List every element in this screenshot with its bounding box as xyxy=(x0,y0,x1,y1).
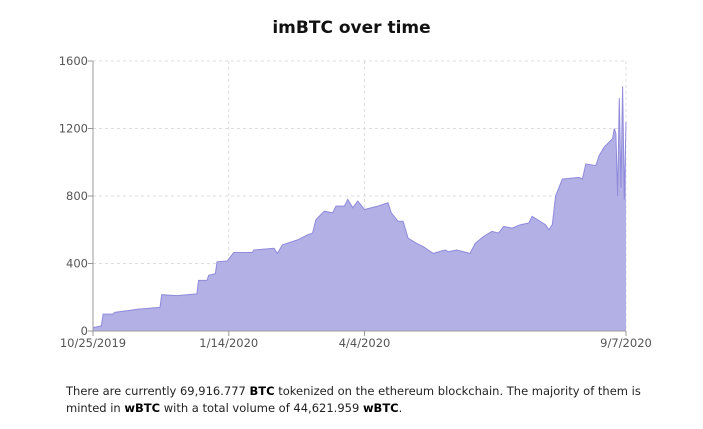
summary-part: with a total volume of 44,621.959 xyxy=(160,401,363,415)
y-tick-label: 1200 xyxy=(59,122,88,136)
y-tick-label: 1600 xyxy=(59,54,88,68)
summary-part: There are currently 69,916.777 xyxy=(66,384,250,398)
summary-bold: wBTC xyxy=(124,401,161,415)
summary-part: tokenized on the ethereum blockchain. Th… xyxy=(66,384,641,415)
summary-bold: wBTC xyxy=(362,401,399,415)
x-tick-label: 9/7/2020 xyxy=(600,336,652,350)
y-tick-label: 400 xyxy=(66,257,88,271)
summary-text: There are currently 69,916.777 BTC token… xyxy=(66,383,646,417)
x-tick-label: 1/14/2020 xyxy=(199,336,258,350)
chart-title: imBTC over time xyxy=(272,18,431,38)
series-area xyxy=(93,86,626,331)
summary-bold: BTC xyxy=(249,384,275,398)
x-tick-label: 4/4/2020 xyxy=(339,336,391,350)
y-tick-label: 800 xyxy=(66,189,88,203)
x-tick-label: 10/25/2019 xyxy=(60,336,126,350)
summary-part: . xyxy=(398,401,403,415)
y-tick-label: 0 xyxy=(81,324,88,338)
